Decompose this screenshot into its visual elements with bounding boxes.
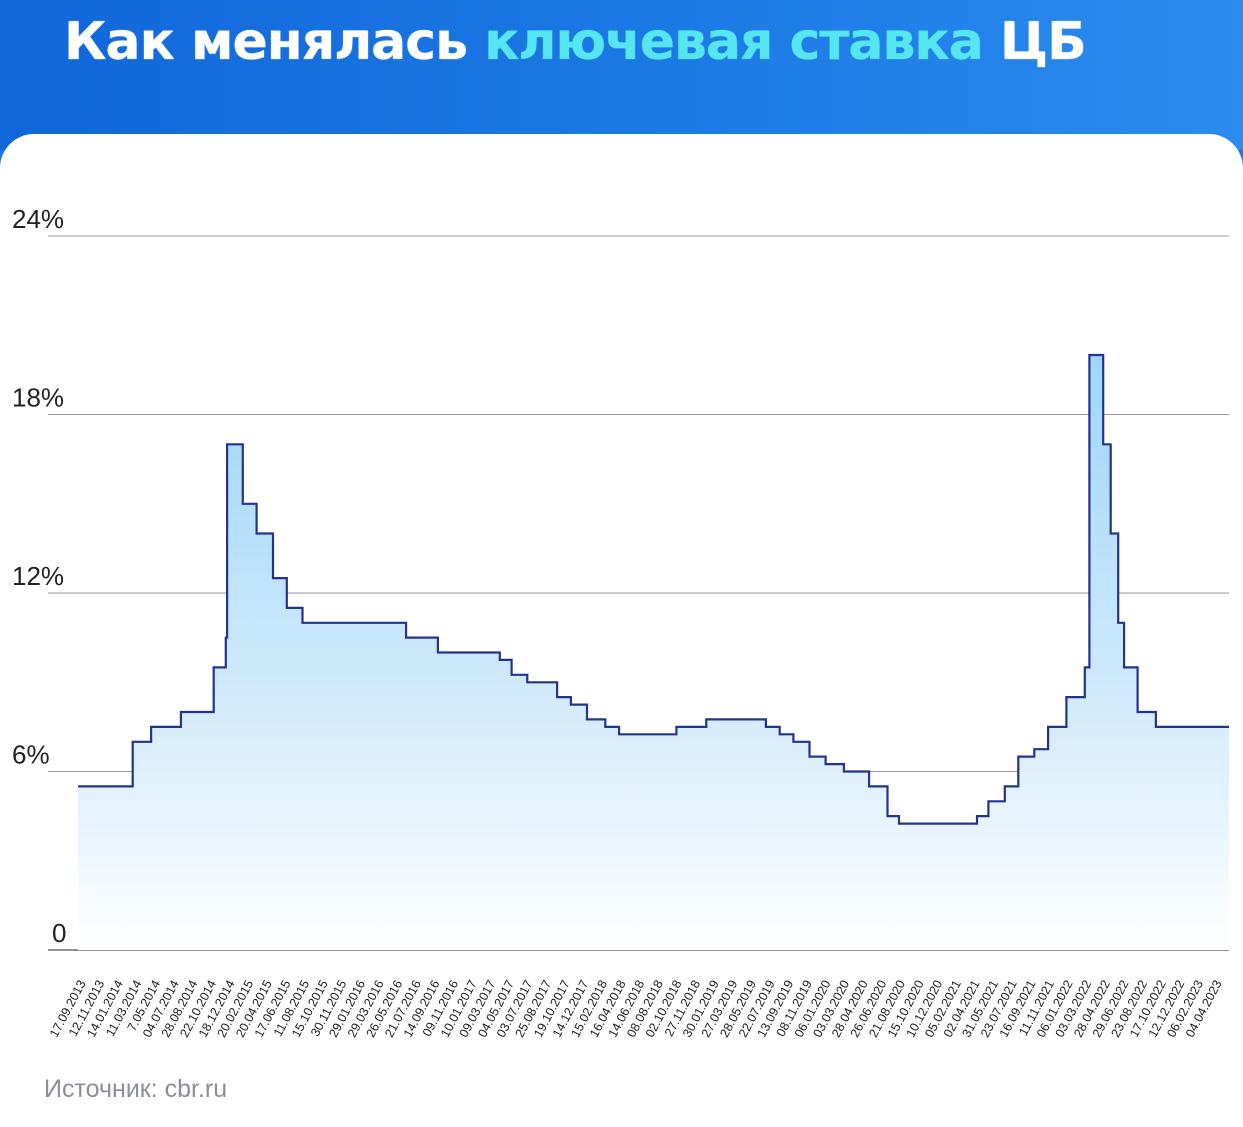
header-banner: Как менялась ключевая ставка ЦБ bbox=[0, 0, 1243, 150]
y-tick-label: 0 bbox=[52, 918, 66, 948]
title-part-2: ЦБ bbox=[982, 12, 1087, 72]
source-note: Источник: cbr.ru bbox=[44, 1075, 228, 1103]
rate-line bbox=[78, 353, 1229, 825]
x-axis-labels: 17.09.201312.11.201314.01.201411.03.2014… bbox=[47, 978, 1225, 1040]
y-tick-label: 24% bbox=[12, 204, 64, 234]
page-title: Как менялась ключевая ставка ЦБ bbox=[64, 12, 1087, 72]
title-part-1: Как менялась bbox=[64, 12, 485, 72]
title-accent: ключевая ставка bbox=[484, 12, 984, 72]
y-tick-label: 6% bbox=[12, 740, 50, 770]
chart-card bbox=[0, 134, 1243, 1127]
y-tick-label: 18% bbox=[12, 383, 64, 413]
rate-area-fill bbox=[78, 355, 1229, 950]
rate-area-layer bbox=[78, 353, 1229, 950]
y-axis-labels: 0 6% 12% 18% 24% bbox=[12, 204, 66, 948]
y-tick-label: 12% bbox=[12, 561, 64, 591]
